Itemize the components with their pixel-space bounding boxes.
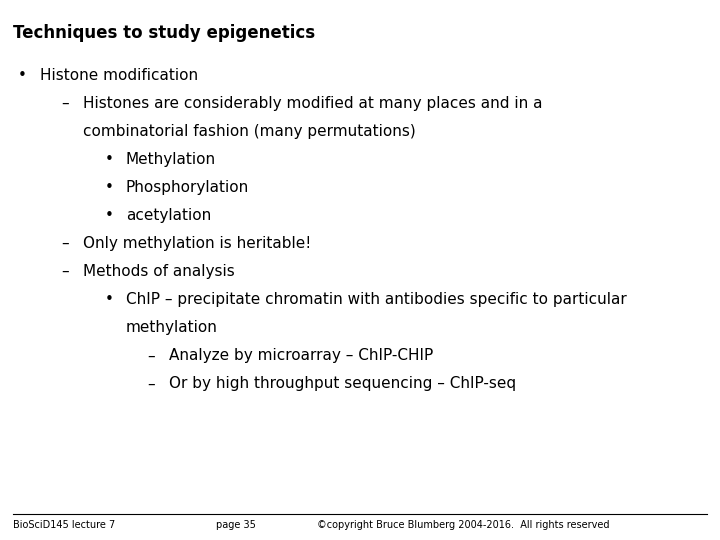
Text: •: • bbox=[104, 208, 113, 223]
Text: Analyze by microarray – ChIP-CHIP: Analyze by microarray – ChIP-CHIP bbox=[169, 348, 433, 363]
Text: acetylation: acetylation bbox=[126, 208, 211, 223]
Text: BioSciD145 lecture 7: BioSciD145 lecture 7 bbox=[13, 520, 115, 530]
Text: ChIP – precipitate chromatin with antibodies specific to particular: ChIP – precipitate chromatin with antibo… bbox=[126, 292, 626, 307]
Text: –: – bbox=[61, 264, 69, 279]
Text: Techniques to study epigenetics: Techniques to study epigenetics bbox=[13, 24, 315, 42]
Text: –: – bbox=[148, 376, 156, 392]
Text: •: • bbox=[104, 292, 113, 307]
Text: methylation: methylation bbox=[126, 320, 218, 335]
Text: Histone modification: Histone modification bbox=[40, 68, 198, 83]
Text: page 35: page 35 bbox=[216, 520, 256, 530]
Text: •: • bbox=[18, 68, 27, 83]
Text: ©copyright Bruce Blumberg 2004-2016.  All rights reserved: ©copyright Bruce Blumberg 2004-2016. All… bbox=[317, 520, 609, 530]
Text: –: – bbox=[148, 348, 156, 363]
Text: –: – bbox=[61, 96, 69, 111]
Text: Or by high throughput sequencing – ChIP-seq: Or by high throughput sequencing – ChIP-… bbox=[169, 376, 516, 392]
Text: Only methylation is heritable!: Only methylation is heritable! bbox=[83, 236, 311, 251]
Text: Methylation: Methylation bbox=[126, 152, 216, 167]
Text: Histones are considerably modified at many places and in a: Histones are considerably modified at ma… bbox=[83, 96, 542, 111]
Text: •: • bbox=[104, 152, 113, 167]
Text: –: – bbox=[61, 236, 69, 251]
Text: •: • bbox=[104, 180, 113, 195]
Text: Methods of analysis: Methods of analysis bbox=[83, 264, 235, 279]
Text: combinatorial fashion (many permutations): combinatorial fashion (many permutations… bbox=[83, 124, 415, 139]
Text: Phosphorylation: Phosphorylation bbox=[126, 180, 249, 195]
